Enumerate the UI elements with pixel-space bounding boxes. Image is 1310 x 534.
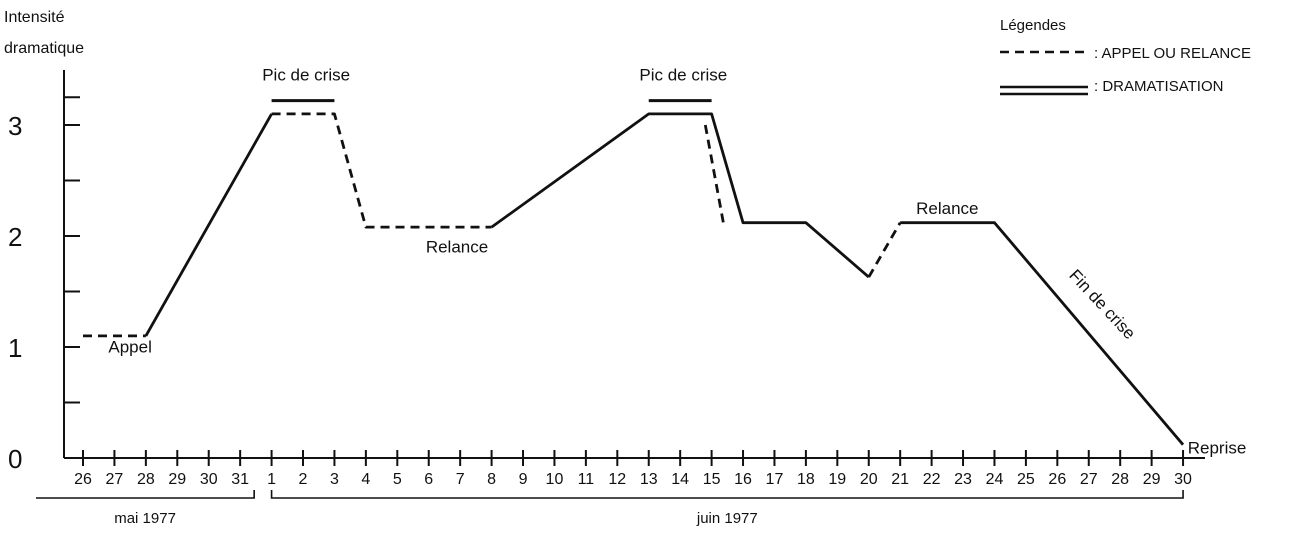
x-tick-label-24: 19 <box>828 471 846 488</box>
month-label-1: juin 1977 <box>696 510 758 527</box>
y-axis-label-line-1: Intensité <box>4 9 65 26</box>
x-tick-label-8: 3 <box>330 471 339 488</box>
x-tick-label-30: 25 <box>1017 471 1035 488</box>
month-brackets: mai 1977 juin 1977 <box>36 490 1184 527</box>
plot-lines <box>83 99 1185 446</box>
legend-title: Légendes <box>1000 17 1066 34</box>
dashed-segment-2 <box>271 112 492 229</box>
x-tick-label-7: 2 <box>299 471 308 488</box>
x-tick-label-26: 21 <box>891 471 909 488</box>
annotation-1: Pic de crise <box>262 66 350 85</box>
annotation-6: Reprise <box>1188 439 1247 458</box>
legend-label-appel-relance: : APPEL OU RELANCE <box>1094 45 1251 62</box>
y-tick-label-1: 1 <box>8 333 22 363</box>
x-tick-label-16: 11 <box>578 471 595 488</box>
x-tick-label-21: 16 <box>734 471 752 488</box>
x-tick-label-35: 30 <box>1174 471 1192 488</box>
y-tick-label-0: 0 <box>8 444 22 474</box>
x-tick-label-18: 13 <box>640 471 658 488</box>
x-tick-label-27: 22 <box>923 471 941 488</box>
x-tick-label-20: 15 <box>703 471 721 488</box>
y-tick-label-2: 2 <box>8 222 22 252</box>
solid-segment-1 <box>144 113 273 337</box>
x-tick-label-17: 12 <box>608 471 626 488</box>
x-tick-label-9: 4 <box>361 471 370 488</box>
dashed-segment-4 <box>703 124 726 228</box>
month-bracket-1 <box>270 490 1184 499</box>
x-tick-label-6: 1 <box>267 471 276 488</box>
x-tick-label-29: 24 <box>986 471 1004 488</box>
solid-segment-6 <box>900 221 1185 446</box>
x-tick-label-15: 10 <box>546 471 564 488</box>
x-tick-label-14: 9 <box>519 471 528 488</box>
y-axis-ticks: 0 1 2 3 <box>8 96 80 474</box>
x-tick-label-28: 23 <box>954 471 972 488</box>
x-tick-label-0: 26 <box>74 471 92 488</box>
x-tick-label-3: 29 <box>168 471 186 488</box>
annotations: Appel Pic de crise Relance Pic de crise Rela… <box>108 66 1246 458</box>
y-axis-label-line-2: dramatique <box>4 40 84 57</box>
x-tick-label-10: 5 <box>393 471 402 488</box>
x-tick-label-23: 18 <box>797 471 815 488</box>
x-tick-label-25: 20 <box>860 471 878 488</box>
x-tick-label-31: 26 <box>1048 471 1066 488</box>
x-tick-label-34: 29 <box>1143 471 1161 488</box>
month-label-0: mai 1977 <box>114 510 176 527</box>
annotation-3: Pic de crise <box>639 66 727 85</box>
x-tick-label-5: 31 <box>231 471 249 488</box>
month-bracket-0 <box>36 490 255 499</box>
x-tick-label-19: 14 <box>671 471 689 488</box>
x-tick-label-32: 27 <box>1080 471 1098 488</box>
annotation-4: Relance <box>916 199 978 218</box>
x-axis-ticks: 26 27 28 29 30 31 1 2 3 4 5 6 7 8 9 10 11 12 13 14 15 16 17 18 1… <box>74 450 1192 488</box>
annotation-5: Fin de crise <box>1065 266 1139 343</box>
legend-label-dramatisation: : DRAMATISATION <box>1094 78 1223 95</box>
x-tick-label-13: 8 <box>487 471 496 488</box>
annotation-0: Appel <box>108 338 151 357</box>
x-tick-label-11: 6 <box>424 471 433 488</box>
solid-segment-3 <box>490 112 870 279</box>
x-tick-label-4: 30 <box>200 471 218 488</box>
y-tick-label-3: 3 <box>8 111 22 141</box>
x-tick-label-1: 27 <box>106 471 124 488</box>
legend: Légendes : APPEL OU RELANCE : DRAMATISAT… <box>1000 17 1251 96</box>
dashed-segment-5 <box>867 221 902 278</box>
x-tick-label-12: 7 <box>456 471 465 488</box>
x-tick-label-33: 28 <box>1111 471 1129 488</box>
annotation-2: Relance <box>426 238 488 257</box>
x-tick-label-22: 17 <box>766 471 784 488</box>
x-tick-label-2: 28 <box>137 471 155 488</box>
